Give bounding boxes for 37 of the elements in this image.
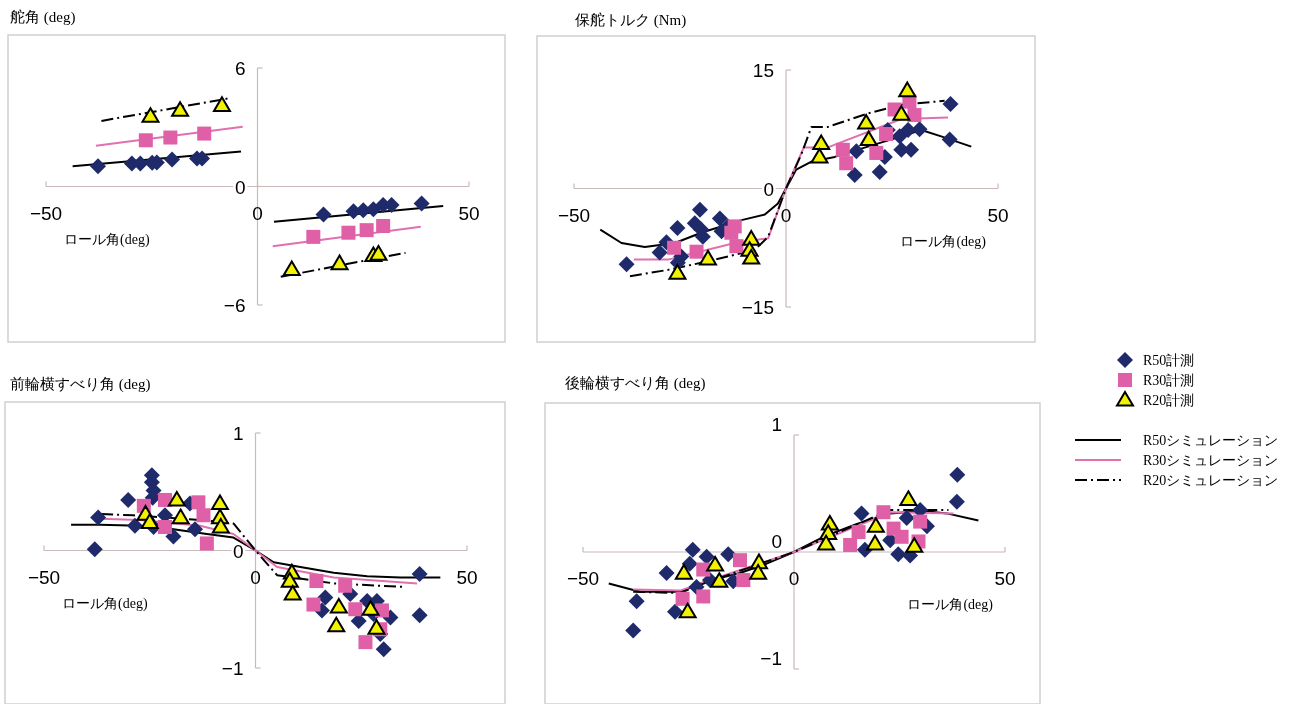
x-tick-label: 0: [252, 202, 263, 224]
x-tick-label: 50: [456, 566, 478, 588]
x-tick-label: 50: [458, 202, 480, 224]
y-tick-label: −1: [760, 648, 782, 669]
y-tick-label: 6: [234, 58, 246, 79]
y-tick-label: 15: [752, 60, 774, 81]
x-axis-title: ロール角(deg): [900, 233, 987, 250]
x-axis-title: ロール角(deg): [62, 595, 148, 612]
y-tick-label: −1: [221, 658, 244, 679]
y-tick-label: 0: [763, 178, 774, 200]
chart-title: 前輪横すべり角 (deg): [10, 376, 151, 393]
legend-label: R20シミュレーション: [1143, 473, 1279, 488]
legend-label: R50シミュレーション: [1143, 433, 1279, 448]
y-tick-label: 0: [232, 540, 244, 562]
x-tick-label: −50: [566, 568, 600, 589]
x-tick-label: 50: [987, 204, 1009, 226]
x-tick-label: −50: [27, 566, 61, 588]
chart-title: 舵角 (deg): [10, 9, 76, 26]
x-tick-label: 0: [250, 566, 261, 588]
y-tick-label: 0: [771, 531, 782, 552]
y-tick-label: −6: [223, 295, 246, 316]
chart-title: 後輪横すべり角 (deg): [565, 375, 706, 392]
x-axis-title: ロール角(deg): [907, 597, 994, 613]
x-tick-label: 0: [788, 568, 800, 589]
x-tick-label: −50: [557, 204, 591, 226]
x-axis-title: ロール角(deg): [64, 231, 150, 248]
y-tick-label: 1: [232, 423, 244, 444]
y-tick-label: 0: [234, 176, 246, 198]
y-tick-label: 1: [771, 414, 782, 435]
legend-label: R50計測: [1143, 353, 1195, 368]
legend-label: R30計測: [1143, 373, 1195, 388]
x-tick-label: −50: [29, 202, 63, 224]
y-tick-label: −15: [741, 297, 774, 318]
legend-label: R20計測: [1143, 393, 1195, 408]
chart-title: 保舵トルク (Nm): [575, 12, 687, 29]
legend-label: R30シミュレーション: [1143, 453, 1279, 468]
x-tick-label: 50: [994, 568, 1016, 589]
